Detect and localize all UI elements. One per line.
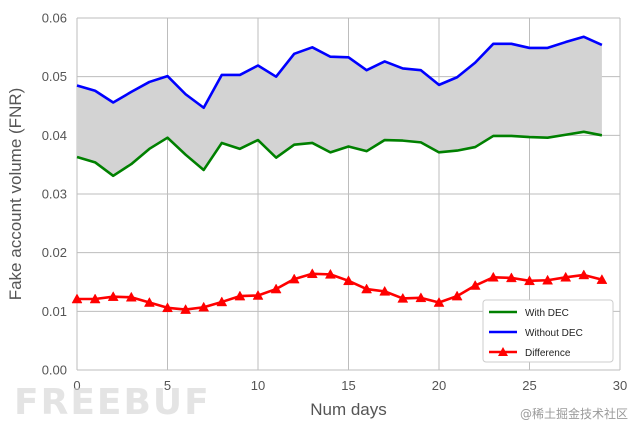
- series-point-difference: [524, 275, 535, 286]
- y-tick-label: 0.05: [42, 69, 67, 84]
- series-point-difference: [542, 274, 554, 285]
- legend-label-difference: Difference: [525, 348, 571, 359]
- watermark: FREEBUF @稀土掘金技术社区: [14, 382, 628, 423]
- series-point-difference: [198, 301, 210, 312]
- watermark-logo: FREEBUF: [14, 382, 211, 423]
- series-point-difference: [89, 293, 101, 304]
- x-tick-label: 15: [341, 378, 355, 393]
- x-tick-label: 5: [164, 378, 171, 393]
- series-point-difference: [324, 268, 336, 279]
- y-tick-label: 0.03: [42, 187, 67, 202]
- series-point-difference: [415, 292, 427, 303]
- y-tick-label: 0.00: [42, 363, 67, 378]
- series-point-difference: [180, 304, 192, 314]
- legend-marker-difference: [498, 347, 508, 356]
- x-tick-label: 20: [432, 378, 446, 393]
- series-point-difference: [578, 269, 590, 280]
- x-axis-label: Num days: [310, 400, 387, 419]
- x-tick-label: 10: [251, 378, 265, 393]
- fill-between-polygon: [77, 36, 602, 176]
- y-tick-label: 0.01: [42, 304, 67, 319]
- series-point-difference: [216, 296, 228, 307]
- legend-box: [482, 299, 614, 363]
- x-tick-label: 30: [613, 378, 627, 393]
- series-line-with-dec: [76, 130, 603, 178]
- series-point-difference: [71, 293, 83, 304]
- y-tick-label: 0.02: [42, 245, 67, 260]
- series-point-difference: [234, 290, 246, 301]
- tick-labels: 0.00 0.01 0.02 0.03 0.04 0.05 0.06 0 5 10 15 20 25 30: [42, 11, 628, 394]
- series-point-difference: [343, 275, 354, 286]
- legend-label-without-dec: Without DEC: [525, 328, 583, 339]
- y-tick-label: 0.04: [42, 128, 67, 143]
- fill-between-area: [77, 36, 602, 176]
- watermark-credit: @稀土掘金技术社区: [520, 406, 628, 421]
- series-point-difference: [288, 273, 300, 284]
- series-point-difference: [469, 280, 481, 290]
- series-point-difference: [270, 283, 282, 294]
- series-lines: [71, 35, 608, 314]
- series-point-difference: [505, 272, 517, 283]
- x-tick-label: 25: [522, 378, 536, 393]
- y-axis-label: Fake account volume (FNR): [6, 88, 25, 301]
- series-point-difference: [162, 302, 173, 313]
- series-line-without-dec: [76, 35, 603, 110]
- series-point-difference: [252, 289, 264, 300]
- series-point-difference: [379, 285, 391, 296]
- series-point-difference: [361, 283, 373, 294]
- series-point-difference: [125, 291, 137, 302]
- series-point-difference: [451, 290, 463, 301]
- y-tick-label: 0.06: [42, 11, 67, 26]
- series-point-difference: [107, 291, 119, 301]
- series-point-difference: [143, 297, 155, 307]
- series-point-difference: [433, 297, 445, 307]
- series-point-difference: [397, 292, 409, 303]
- legend-label-with-dec: With DEC: [525, 308, 569, 319]
- x-tick-label: 0: [73, 378, 80, 393]
- legend: With DEC Without DEC Difference: [482, 299, 614, 363]
- series-point-difference: [596, 274, 608, 284]
- series-point-difference: [306, 268, 318, 279]
- series-point-difference: [560, 271, 572, 282]
- series-point-difference: [487, 271, 499, 282]
